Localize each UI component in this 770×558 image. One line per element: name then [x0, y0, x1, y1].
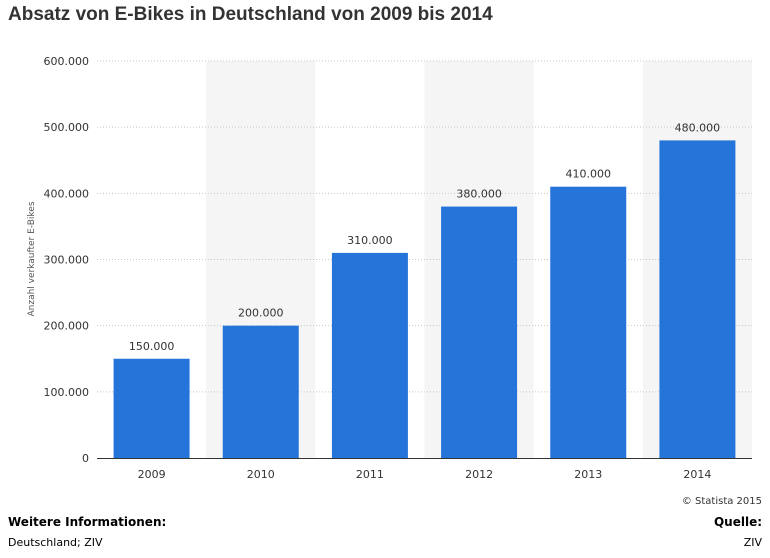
copyright-notice[interactable]: © Statista 2015 — [681, 496, 762, 507]
x-tick-label: 2010 — [247, 468, 275, 481]
gridlines — [97, 60, 752, 459]
data-label: 410.000 — [566, 168, 612, 181]
bars — [113, 140, 736, 458]
data-label: 480.000 — [675, 121, 721, 134]
x-tick-label: 2012 — [465, 468, 493, 481]
bar[interactable] — [659, 140, 736, 458]
data-labels: 150.000 200.000 310.000 380.000 410.000 480.0… — [129, 121, 720, 352]
y-tick-label: 500.000 — [44, 121, 90, 134]
y-axis-ticks: 0 100.000 200.000 300.000 400.000 500.000 600.… — [44, 55, 90, 465]
bar[interactable] — [113, 358, 190, 458]
chart-title: Absatz von E-Bikes in Deutschland von 20… — [8, 4, 493, 25]
bar[interactable] — [550, 186, 627, 458]
source-text: ZIV — [743, 536, 762, 549]
y-tick-label: 0 — [82, 452, 89, 465]
more-info-text: Deutschland; ZIV — [8, 536, 103, 549]
y-tick-label: 600.000 — [44, 55, 90, 68]
bar[interactable] — [441, 206, 518, 458]
x-tick-label: 2014 — [683, 468, 711, 481]
y-tick-label: 200.000 — [44, 320, 90, 333]
bar-chart: 0 100.000 200.000 300.000 400.000 500.000 600.… — [27, 55, 752, 481]
data-label: 310.000 — [347, 234, 393, 247]
y-tick-label: 300.000 — [44, 254, 90, 267]
y-axis-label: Anzahl verkaufter E-Bikes — [27, 201, 37, 316]
data-label: 380.000 — [456, 188, 502, 201]
x-axis-ticks: 2009 2010 2011 2012 2013 2014 — [138, 468, 712, 481]
data-label: 200.000 — [238, 307, 284, 320]
x-tick-label: 2009 — [138, 468, 166, 481]
bar[interactable] — [331, 252, 408, 458]
y-tick-label: 100.000 — [44, 386, 90, 399]
more-info-heading: Weitere Informationen: — [8, 515, 167, 529]
source-heading: Quelle: — [713, 515, 762, 529]
data-label: 150.000 — [129, 340, 175, 353]
x-tick-label: 2011 — [356, 468, 384, 481]
bar[interactable] — [222, 325, 299, 458]
y-tick-label: 400.000 — [44, 187, 90, 200]
x-tick-label: 2013 — [574, 468, 602, 481]
